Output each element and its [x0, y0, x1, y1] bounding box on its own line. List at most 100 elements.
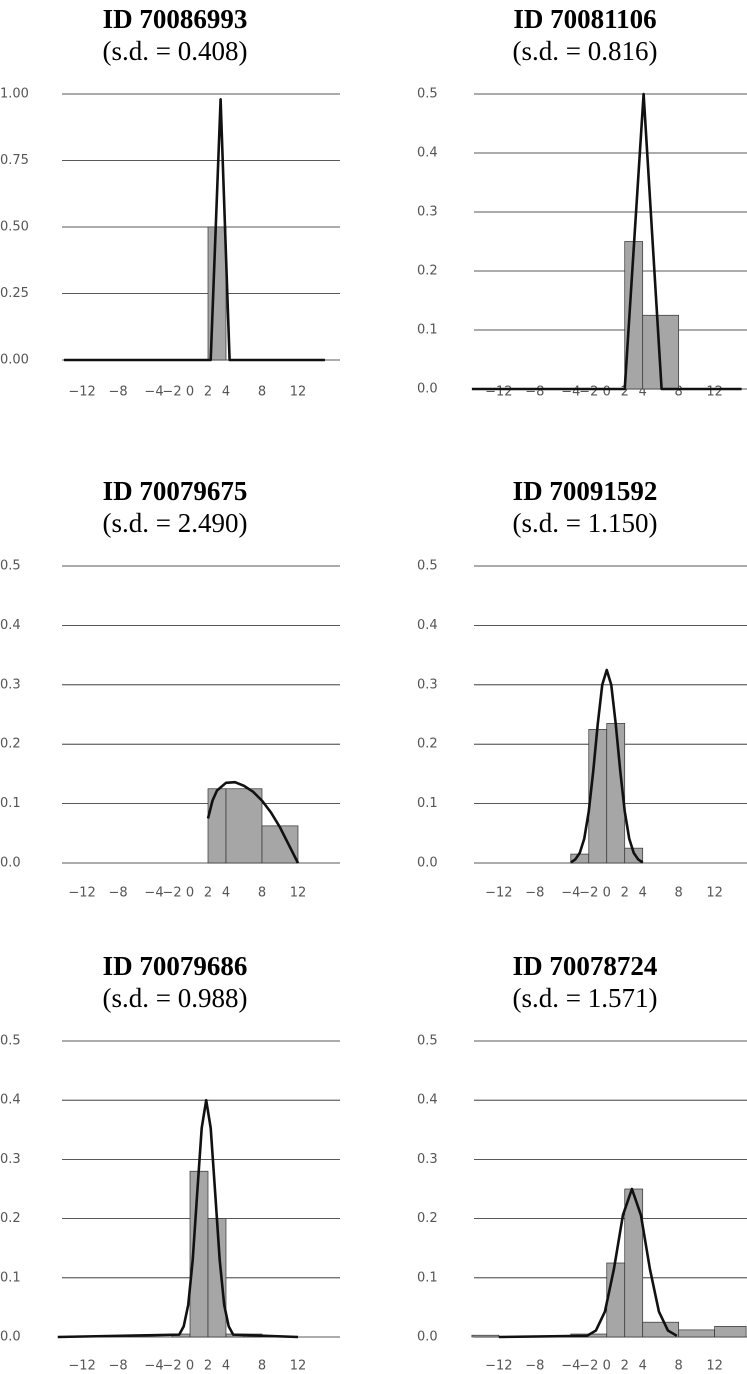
panel-title: ID 70078724 — [513, 951, 658, 981]
x-tick-label: −8 — [108, 1359, 127, 1374]
y-tick-label: 0.4 — [0, 1093, 21, 1108]
bar — [606, 1262, 626, 1338]
y-tick-label: 0.1 — [417, 796, 438, 811]
x-tick-label: 4 — [222, 886, 230, 901]
bar — [714, 1325, 747, 1338]
x-tick-label: −8 — [525, 1359, 544, 1374]
x-tick-label: 0 — [186, 385, 194, 400]
x-tick-label: −8 — [108, 886, 127, 901]
density-curve — [64, 98, 325, 362]
x-tick-label: −2 — [579, 886, 598, 901]
bar — [225, 788, 263, 864]
x-tick-label: −12 — [68, 1359, 95, 1374]
y-tick-label: 0.0 — [417, 1330, 438, 1345]
x-tick-label: −4 — [561, 1359, 580, 1374]
y-tick-label: 0.1 — [417, 323, 438, 338]
x-tick-label: −4 — [561, 886, 580, 901]
x-tick-label: 2 — [204, 385, 212, 400]
y-tick-label: 0.3 — [0, 677, 21, 692]
x-tick-label: 12 — [706, 1359, 723, 1374]
density-curve — [57, 1098, 299, 1339]
x-tick-label: 8 — [675, 1359, 683, 1374]
panel-subtitle: (s.d. = 0.816) — [513, 36, 658, 66]
y-tick-label: 0.1 — [0, 796, 21, 811]
y-tick-label: 0.25 — [0, 286, 29, 301]
y-tick-label: 0.4 — [417, 146, 438, 161]
x-tick-label: 0 — [186, 1359, 194, 1374]
x-tick-label: 12 — [290, 1359, 307, 1374]
x-tick-label: 4 — [222, 1359, 230, 1374]
y-tick-label: 0.0 — [417, 856, 438, 871]
density-curve — [206, 780, 300, 864]
panel-subtitle: (s.d. = 1.571) — [513, 983, 658, 1013]
x-tick-label: 0 — [603, 886, 611, 901]
x-tick-label: −12 — [485, 886, 512, 901]
x-tick-label: −2 — [162, 886, 181, 901]
x-tick-label: −12 — [68, 886, 95, 901]
y-tick-label: 0.00 — [0, 353, 29, 368]
y-tick-label: 0.3 — [417, 205, 438, 220]
x-tick-label: 8 — [258, 886, 266, 901]
x-tick-label: −8 — [525, 385, 544, 400]
x-tick-label: 4 — [639, 385, 647, 400]
panel-subtitle: (s.d. = 2.490) — [103, 508, 248, 538]
panel-title: ID 70086993 — [103, 4, 248, 34]
y-tick-label: 0.5 — [0, 1034, 21, 1049]
y-tick-label: 0.0 — [0, 1330, 21, 1345]
x-tick-label: −4 — [561, 385, 580, 400]
x-tick-label: −2 — [579, 385, 598, 400]
y-tick-label: 0.5 — [417, 1034, 438, 1049]
x-tick-label: −12 — [68, 385, 95, 400]
y-tick-label: 0.2 — [417, 737, 438, 752]
bar — [261, 825, 299, 864]
x-tick-label: 12 — [706, 886, 723, 901]
x-tick-label: −12 — [485, 1359, 512, 1374]
density-curve — [471, 92, 742, 391]
bar — [207, 788, 227, 864]
x-tick-label: −2 — [579, 1359, 598, 1374]
x-tick-label: −12 — [485, 385, 512, 400]
y-tick-label: 0.0 — [0, 856, 21, 871]
y-tick-label: 0.0 — [417, 382, 438, 397]
y-tick-label: 0.3 — [417, 677, 438, 692]
y-tick-label: 0.1 — [417, 1270, 438, 1285]
bar — [624, 1188, 644, 1338]
x-tick-label: −2 — [162, 1359, 181, 1374]
y-tick-label: 0.4 — [417, 1093, 438, 1108]
x-tick-label: 0 — [603, 1359, 611, 1374]
x-tick-label: 8 — [258, 1359, 266, 1374]
x-tick-label: 4 — [639, 1359, 647, 1374]
y-tick-label: 0.75 — [0, 153, 29, 168]
x-tick-label: −4 — [144, 385, 163, 400]
bar — [471, 1334, 500, 1338]
x-tick-label: −2 — [162, 385, 181, 400]
y-tick-label: 0.1 — [0, 1270, 21, 1285]
panel-title: ID 70081106 — [513, 4, 656, 34]
x-tick-label: 8 — [675, 886, 683, 901]
panel-title: ID 70091592 — [513, 476, 658, 506]
y-tick-label: 1.00 — [0, 87, 29, 102]
y-tick-label: 0.3 — [0, 1152, 21, 1167]
panel-title: ID 70079675 — [103, 476, 248, 506]
x-tick-label: 8 — [675, 385, 683, 400]
x-tick-label: 12 — [290, 886, 307, 901]
x-tick-label: 0 — [603, 385, 611, 400]
x-tick-label: 2 — [621, 385, 629, 400]
x-tick-label: 2 — [204, 886, 212, 901]
x-tick-label: 8 — [258, 385, 266, 400]
y-tick-label: 0.4 — [0, 618, 21, 633]
x-tick-label: 12 — [706, 385, 723, 400]
y-tick-label: 0.5 — [417, 87, 438, 102]
x-tick-label: 2 — [621, 1359, 629, 1374]
y-tick-label: 0.2 — [417, 1211, 438, 1226]
y-tick-label: 0.2 — [0, 1211, 21, 1226]
y-tick-label: 0.2 — [0, 737, 21, 752]
x-tick-label: 0 — [186, 886, 194, 901]
panel-subtitle: (s.d. = 1.150) — [513, 508, 658, 538]
y-tick-label: 0.5 — [0, 559, 21, 574]
x-tick-label: −4 — [144, 1359, 163, 1374]
bar — [678, 1329, 715, 1338]
y-tick-label: 0.3 — [417, 1152, 438, 1167]
y-tick-label: 0.2 — [417, 264, 438, 279]
